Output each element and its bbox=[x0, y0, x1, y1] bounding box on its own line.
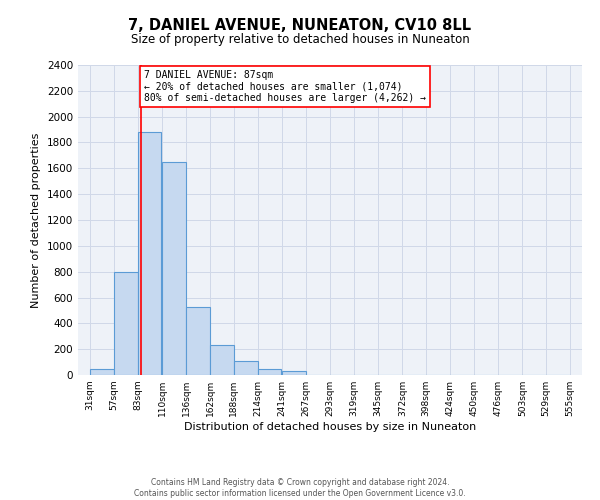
Bar bbox=[283, 371, 306, 375]
Bar bbox=[257, 368, 281, 375]
X-axis label: Distribution of detached houses by size in Nuneaton: Distribution of detached houses by size … bbox=[184, 422, 476, 432]
Bar bbox=[114, 272, 137, 375]
Text: 7 DANIEL AVENUE: 87sqm
← 20% of detached houses are smaller (1,074)
80% of semi-: 7 DANIEL AVENUE: 87sqm ← 20% of detached… bbox=[144, 70, 426, 103]
Text: Size of property relative to detached houses in Nuneaton: Size of property relative to detached ho… bbox=[131, 32, 469, 46]
Bar bbox=[163, 162, 186, 375]
Text: 7, DANIEL AVENUE, NUNEATON, CV10 8LL: 7, DANIEL AVENUE, NUNEATON, CV10 8LL bbox=[128, 18, 472, 32]
Bar bbox=[186, 306, 210, 375]
Bar bbox=[234, 361, 257, 375]
Y-axis label: Number of detached properties: Number of detached properties bbox=[31, 132, 41, 308]
Text: Contains HM Land Registry data © Crown copyright and database right 2024.
Contai: Contains HM Land Registry data © Crown c… bbox=[134, 478, 466, 498]
Bar bbox=[90, 368, 114, 375]
Bar bbox=[210, 344, 234, 375]
Bar bbox=[137, 132, 161, 375]
